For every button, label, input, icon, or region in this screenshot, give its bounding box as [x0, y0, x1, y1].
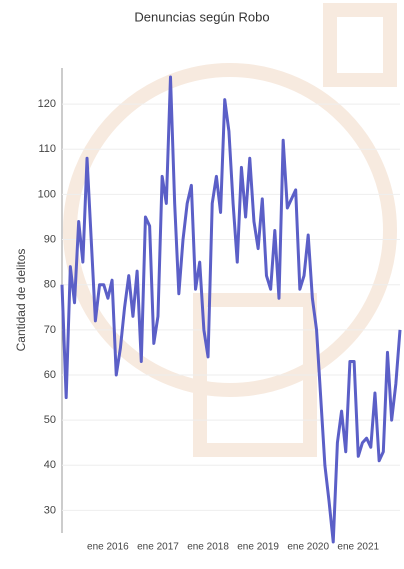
x-tick-label: ene 2018 — [187, 542, 229, 553]
x-tick-label: ene 2021 — [337, 542, 379, 553]
y-tick-label: 30 — [44, 504, 56, 516]
y-tick-label: 90 — [44, 233, 56, 245]
chart-title: Denuncias según Robo — [134, 9, 269, 24]
y-tick-label: 100 — [38, 188, 56, 200]
x-tick-label: ene 2019 — [237, 542, 279, 553]
y-tick-label: 80 — [44, 279, 56, 291]
y-tick-label: 120 — [38, 98, 56, 110]
y-tick-label: 40 — [44, 459, 56, 471]
y-axis-label: Cantidad de delitos — [14, 249, 28, 352]
y-tick-label: 70 — [44, 324, 56, 336]
y-tick-label: 60 — [44, 369, 56, 381]
y-tick-label: 50 — [44, 414, 56, 426]
x-tick-label: ene 2020 — [287, 542, 329, 553]
x-tick-label: ene 2016 — [87, 542, 129, 553]
y-tick-label: 110 — [38, 143, 56, 155]
data-line — [60, 75, 402, 544]
x-tick-label: ene 2017 — [137, 542, 179, 553]
watermark — [63, 3, 397, 457]
